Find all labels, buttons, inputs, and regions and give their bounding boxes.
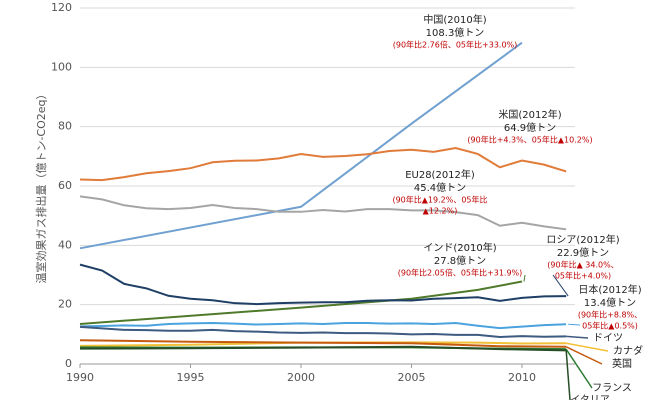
series-annotation: 13.4億トン <box>584 296 636 309</box>
series-label: 日本(2012年) <box>578 283 641 296</box>
series-label: カナダ <box>613 344 643 357</box>
series-line <box>79 147 567 182</box>
y-tick-label: 0 <box>65 357 72 370</box>
series-annotation: 45.4億トン <box>414 181 466 194</box>
series-detail: 05年比+4.0%) <box>555 271 611 281</box>
series-detail: (90年比2.05倍、05年比+31.9%) <box>398 268 523 278</box>
x-tick-label: 1995 <box>176 371 204 384</box>
leader <box>565 348 593 389</box>
series-detail: (90年比▲19.2%、05年比 <box>392 195 487 205</box>
x-tick-label: 2010 <box>508 371 536 384</box>
leader <box>565 346 603 365</box>
series-label: ドイツ <box>593 333 623 344</box>
series-line <box>79 339 567 348</box>
leader <box>565 350 571 400</box>
series-label: フランス <box>592 382 632 394</box>
series-line <box>79 345 567 352</box>
leader <box>523 274 526 282</box>
y-tick-label: 20 <box>58 298 72 311</box>
series-label: インド(2010年) <box>423 241 496 254</box>
y-tick-label: 80 <box>58 120 72 133</box>
series-line <box>79 41 523 250</box>
leader <box>552 274 569 297</box>
series-label: 中国(2010年) <box>423 13 486 26</box>
series-label: ロシア(2012年) <box>546 233 619 246</box>
series-detail: 05年比▲0.5%) <box>582 321 638 331</box>
y-tick-label: 40 <box>58 238 72 251</box>
series-label: 英国 <box>612 357 632 370</box>
series-line <box>79 280 523 325</box>
x-tick-label: 1990 <box>66 371 94 384</box>
series-line <box>79 325 567 339</box>
series-annotation: 27.8億トン <box>434 254 486 267</box>
series-label: イタリア <box>570 394 610 400</box>
y-tick-label: 60 <box>58 179 72 192</box>
y-axis-label: 温室効果ガス排出量（億トン-CO2eq） <box>34 88 48 283</box>
series-detail: (90年比+4.3%、05年比▲10.2%) <box>467 135 592 145</box>
series-line <box>79 322 567 330</box>
series-annotation: 108.3億トン <box>426 26 485 39</box>
y-tick-label: 120 <box>51 1 72 14</box>
series-line <box>79 263 567 306</box>
series-line <box>79 195 567 231</box>
series-annotation: 64.9億トン <box>504 121 556 134</box>
leader <box>566 342 609 352</box>
leader <box>566 335 589 339</box>
series-detail: ▲12.2%) <box>423 207 458 216</box>
x-tick-label: 2005 <box>397 371 425 384</box>
series-detail: (90年比2.76倍、05年比+33.0%) <box>393 40 518 50</box>
y-tick-label: 100 <box>51 60 72 73</box>
leader <box>568 323 581 326</box>
x-tick-label: 2000 <box>287 371 315 384</box>
series-annotation: 22.9億トン <box>557 246 609 259</box>
series-label: 米国(2012年) <box>498 108 561 121</box>
series-detail: (90年比+8.8%、 <box>578 310 642 320</box>
series-label: EU28(2012年) <box>405 168 475 181</box>
series-detail: (90年比▲ 34.0%、 <box>547 260 618 270</box>
